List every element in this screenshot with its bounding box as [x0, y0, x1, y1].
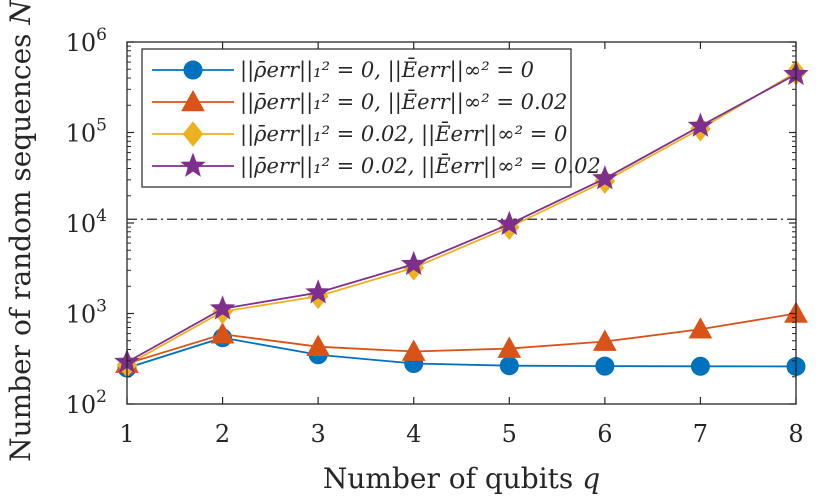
axes — [126, 41, 797, 405]
x-tick-label: 1 — [119, 420, 134, 448]
series-2-point — [306, 334, 330, 356]
legend-marker-4 — [180, 152, 206, 177]
legend-label-3: ||ρ̄err||₁² = 0.02, ||Ēerr||∞² = 0 — [240, 122, 567, 147]
tick-labels: 1 2 3 4 5 6 7 8 102 103 104 105 106 — [66, 25, 804, 448]
series-1-line — [126, 336, 797, 369]
y-axis-label: Number of random sequences N — [4, 0, 37, 462]
series-4-point — [305, 279, 331, 304]
legend-marker-2 — [181, 89, 205, 112]
x-tick-label: 2 — [215, 420, 230, 448]
series-1-point — [595, 356, 615, 376]
series-4-point — [592, 165, 618, 190]
x-tick-label: 5 — [502, 420, 517, 448]
series-4-point — [687, 112, 714, 137]
x-tick-label: 4 — [406, 420, 421, 448]
series-4-point — [209, 295, 236, 320]
legend-marker-1 — [183, 60, 203, 80]
series-2-point — [497, 336, 522, 358]
series-2-point — [593, 329, 617, 351]
legend-label-2: ||ρ̄err||₁² = 0, ||Ēerr||∞² = 0.02 — [240, 90, 567, 115]
legend-label-4: ||ρ̄err||₁² = 0.02, ||Ēerr||∞² = 0.02 — [240, 154, 601, 179]
legend: ||ρ̄err||₁² = 0, ||Ēerr||∞² = 0 ||ρ̄err||… — [141, 48, 601, 188]
y-tick-label: 104 — [66, 206, 107, 238]
series-2-point — [210, 322, 235, 344]
series-1-point — [499, 356, 519, 376]
y-tick-label: 105 — [66, 116, 107, 148]
series-4-line — [126, 73, 797, 363]
y-tick-label: 103 — [66, 297, 107, 329]
y-tick-label: 102 — [66, 387, 107, 419]
x-tick-label: 6 — [597, 420, 612, 448]
series-3-line — [126, 71, 797, 366]
x-tick-label: 7 — [693, 420, 708, 448]
series-2-line — [126, 312, 797, 365]
y-tick-label: 106 — [66, 25, 107, 57]
legend-label-1: ||ρ̄err||₁² = 0, ||Ēerr||∞² = 0 — [240, 58, 534, 83]
series-4-point — [400, 250, 427, 276]
series-2-point — [401, 339, 426, 361]
legend-box — [141, 48, 572, 188]
series-4-point — [496, 210, 523, 236]
x-axis-label: Number of qubits q — [323, 462, 600, 495]
x-tick-label: 3 — [311, 420, 326, 448]
legend-marker-3 — [182, 121, 204, 147]
series-1-point — [690, 356, 710, 376]
x-tick-label: 8 — [788, 420, 803, 448]
series-2-point — [688, 317, 713, 339]
